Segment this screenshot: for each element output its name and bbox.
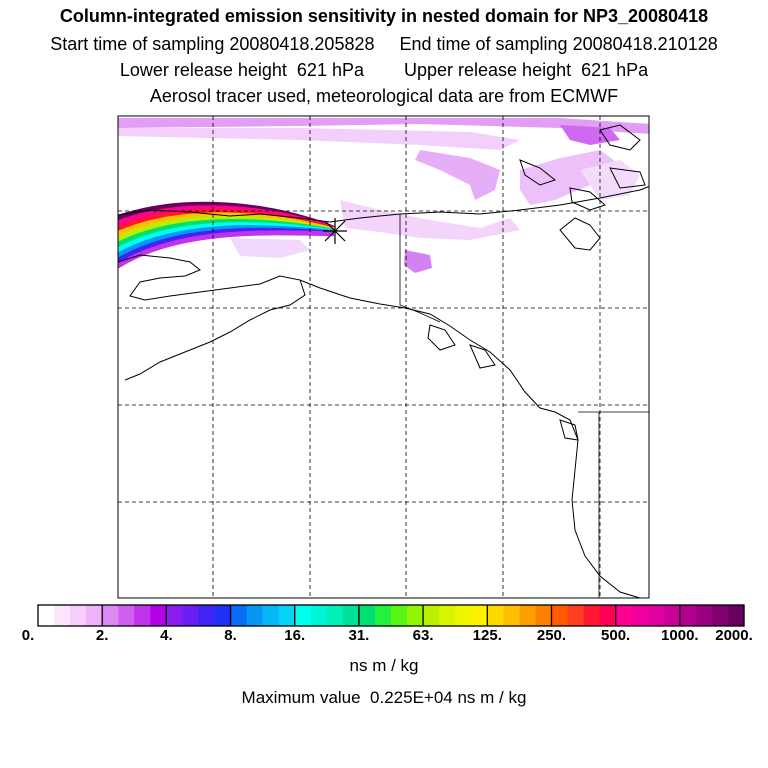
colorbar-cell: [118, 605, 135, 626]
colorbar-cell: [102, 605, 119, 626]
colorbar-cell: [134, 605, 151, 626]
colorbar-cell: [487, 605, 504, 626]
colorbar-cell: [374, 605, 392, 626]
colorbar-cell: [663, 605, 681, 626]
colorbar-cell: [86, 605, 103, 626]
colorbar-cell: [54, 605, 71, 626]
colorbar-cell: [326, 605, 344, 626]
colorbar-cell: [567, 605, 585, 626]
sampling-time-line: Start time of sampling 20080418.205828 E…: [50, 34, 718, 54]
colorbar-cell: [519, 605, 537, 626]
colorbar-cell: [342, 605, 360, 626]
colorbar-tick-label: 31.: [348, 627, 370, 644]
tracer-info-line: Aerosol tracer used, meteorological data…: [149, 86, 619, 106]
colorbar-tick-label: 1000.: [661, 627, 699, 644]
asterisk-icon: [323, 218, 347, 244]
colorbar-cell: [38, 605, 55, 626]
colorbar-cell: [439, 605, 456, 626]
colorbar-cell: [711, 605, 729, 626]
colorbar-cell: [182, 605, 200, 626]
colorbar-tick-label: 2000.: [715, 627, 753, 644]
colorbar-tick-label: 4.: [160, 627, 173, 644]
colorbar-tick-label: 0.: [21, 627, 35, 644]
colorbar-cell: [455, 605, 472, 626]
map-frame: [117, 115, 650, 599]
colorbar-cell: [70, 605, 87, 626]
political-boundaries: [399, 214, 649, 598]
colorbar-tick-label: 125.: [472, 627, 502, 644]
colorbar-cell: [551, 605, 569, 626]
main-title: Column-integrated emission sensitivity i…: [59, 6, 709, 26]
colorbar-tick-label: 63.: [412, 627, 434, 644]
colorbar-cell: [150, 605, 167, 626]
colorbar-cell: [727, 605, 745, 626]
colorbar-cell: [599, 605, 617, 626]
maximum-value: Maximum value 0.225E+04 ns m / kg: [241, 688, 527, 707]
colorbar-cell: [198, 605, 216, 626]
colorbar-cell: [471, 605, 488, 626]
colorbar-cell: [647, 605, 665, 626]
sensitivity-field: [118, 118, 649, 273]
colorbar-cell: [695, 605, 713, 626]
colorbar-tick-label: 250.: [536, 627, 567, 644]
colorbar-cell: [535, 605, 553, 626]
colorbar-cell: [278, 605, 296, 626]
colorbar-cell: [262, 605, 280, 626]
colorbar-cell: [391, 605, 408, 626]
colorbar-cell: [407, 605, 424, 626]
colorbar-cell: [214, 605, 232, 626]
colorbar-tick-label: 2.: [95, 627, 109, 644]
colorbar-cell: [615, 605, 633, 626]
colorbar-cell: [294, 605, 312, 626]
colorbar-cell: [631, 605, 649, 626]
colorbar-cell: [679, 605, 697, 626]
release-height-line: Lower release height 621 hPa Upper relea…: [119, 60, 649, 80]
colorbar-tick-label: 500.: [601, 627, 631, 644]
colorbar-cell: [358, 605, 376, 626]
colorbar-cell: [310, 605, 328, 626]
colorbar-tick-label: 8.: [224, 627, 237, 644]
colorbar-cell: [246, 605, 264, 626]
colorbar-cell: [503, 605, 520, 626]
colorbar-cell: [583, 605, 601, 626]
colorbar-cell: [423, 605, 440, 626]
colorbar-tick-label: 16.: [284, 627, 306, 644]
lat-lon-grid: [118, 116, 649, 598]
colorbar-cell: [230, 605, 248, 626]
colorbar-cell: [166, 605, 184, 626]
colorbar-units: ns m / kg: [349, 656, 419, 675]
